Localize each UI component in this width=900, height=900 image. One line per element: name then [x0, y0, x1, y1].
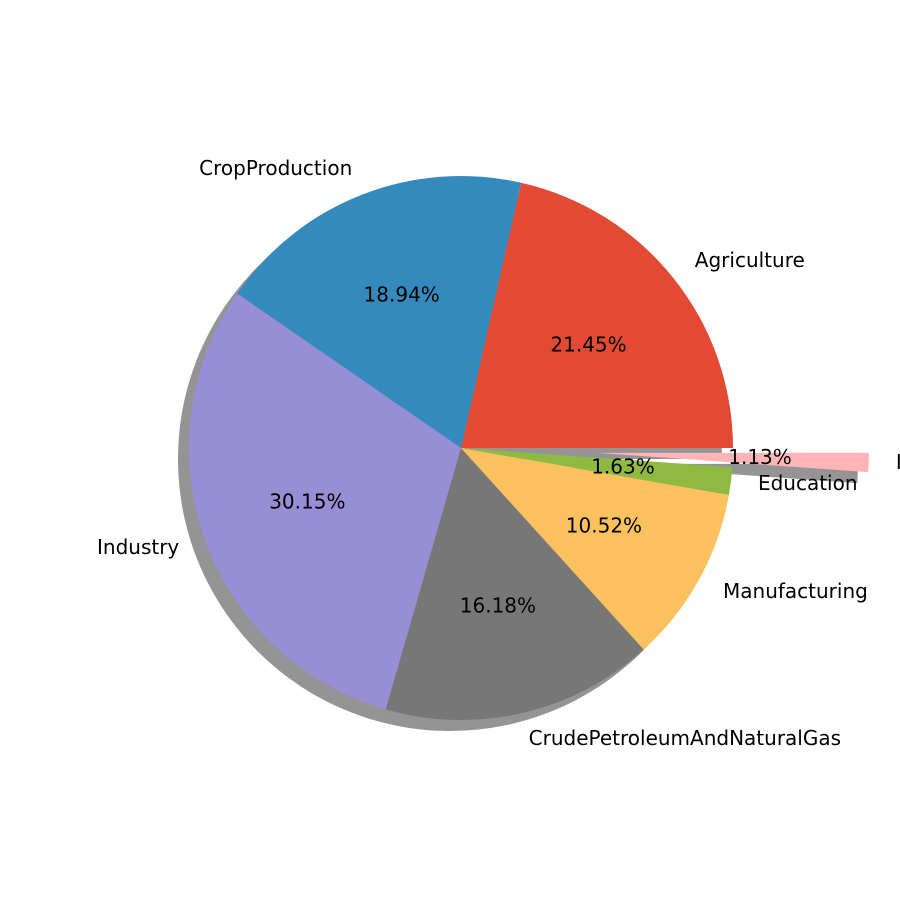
label-layer: Agriculture 21.45% CropProduction 18.94% Ind… — [97, 156, 900, 750]
slice-crop-production — [237, 176, 522, 448]
slice-crude-petroleum-and-natural-gas — [385, 448, 644, 720]
slice-label-i: I — [896, 450, 900, 474]
pct-label-crop-production: 18.94% — [364, 282, 440, 306]
pct-label-manufacturing: 10.52% — [566, 513, 642, 537]
slice-agriculture — [461, 182, 733, 449]
slice-label-industry: Industry — [97, 535, 179, 559]
slice-label-agriculture: Agriculture — [695, 248, 805, 272]
slice-industry — [189, 293, 461, 710]
slice-label-crop-production: CropProduction — [199, 156, 352, 180]
pct-label-agriculture: 21.45% — [550, 333, 626, 357]
slice-i — [596, 452, 869, 473]
slice-label-education: Education — [758, 471, 858, 495]
pct-label-crude-petroleum-and-natural-gas: 16.18% — [460, 593, 536, 617]
slice-manufacturing — [461, 448, 729, 650]
pct-label-industry: 30.15% — [269, 489, 345, 513]
slice-education — [461, 448, 733, 495]
slice-layer — [189, 176, 869, 720]
slice-label-manufacturing: Manufacturing — [723, 579, 868, 603]
slice-label-crude-petroleum-and-natural-gas: CrudePetroleumAndNaturalGas — [529, 726, 841, 750]
pct-label-education: 1.63% — [591, 454, 655, 478]
pct-label-i: 1.13% — [728, 445, 792, 469]
